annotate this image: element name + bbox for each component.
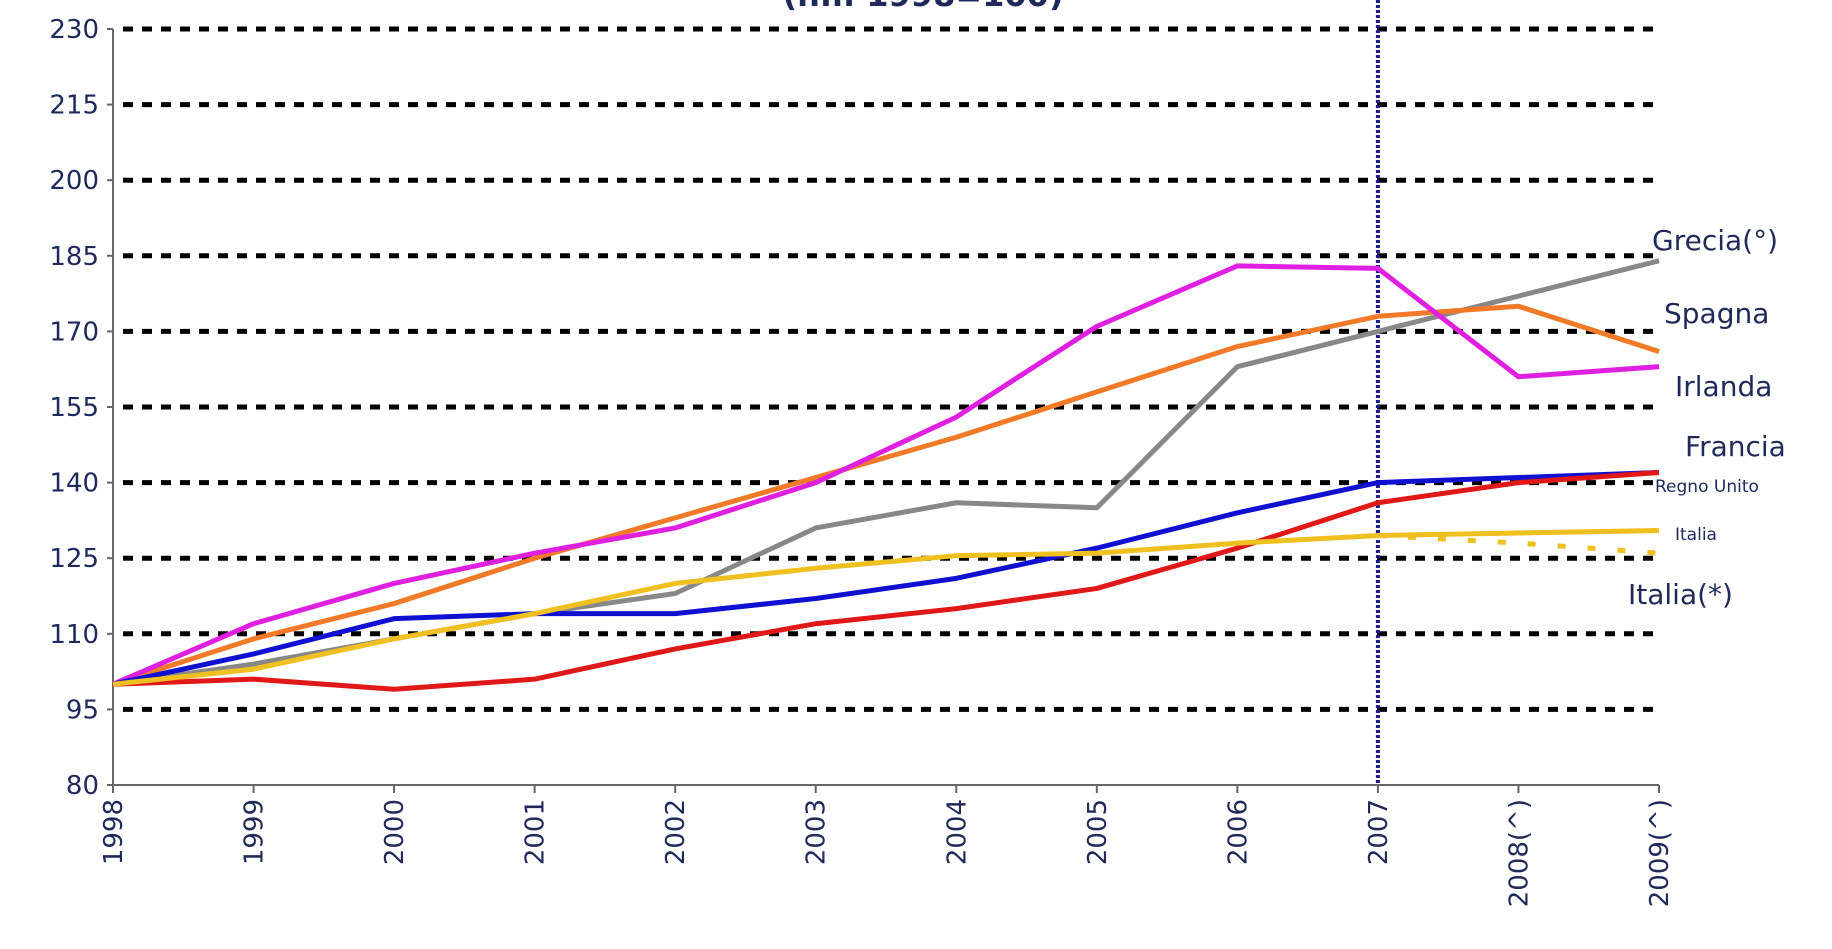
y-tick-label: 170: [49, 317, 99, 347]
x-tick-label: 2000: [380, 799, 410, 865]
y-tick-label: 230: [49, 15, 99, 45]
y-tick-label: 140: [49, 469, 99, 499]
y-tick-label: 185: [49, 242, 99, 272]
y-tick-label: 155: [49, 393, 99, 423]
x-tick-label: 2003: [802, 799, 832, 865]
x-tick-label: 2009(^): [1645, 799, 1675, 907]
series-line: [1377, 533, 1660, 556]
series-line: [112, 303, 1660, 687]
y-tick-label: 95: [66, 695, 99, 725]
series-line: [112, 470, 1660, 687]
series-line: [112, 527, 1660, 687]
series-label: Grecia(°): [1652, 224, 1778, 257]
series-label: Italia(*): [1628, 578, 1733, 611]
series-label: Italia: [1675, 525, 1717, 545]
y-tick-label: 215: [49, 91, 99, 121]
series-line: [112, 470, 1660, 692]
x-tick-label: 2002: [661, 799, 691, 865]
series-line: [112, 258, 1660, 687]
x-tick-label: 2004: [942, 799, 972, 865]
series-line: [112, 263, 1660, 687]
x-tick-label: 1999: [240, 799, 270, 865]
x-tick-label: 2006: [1223, 799, 1253, 865]
x-tick-label: 2001: [521, 799, 551, 865]
y-tick-label: 200: [49, 166, 99, 196]
series-label: Regno Unito: [1655, 477, 1759, 497]
y-tick-label: 110: [49, 620, 99, 650]
series-label: Francia: [1685, 430, 1786, 463]
x-tick-label: 1998: [99, 799, 129, 865]
chart-subtitle: (n.i. 1998=100): [782, 0, 1063, 14]
y-tick-label: 125: [49, 544, 99, 574]
y-tick-label: 80: [66, 771, 99, 801]
series-label: Irlanda: [1675, 370, 1772, 403]
x-tick-label: 2005: [1083, 799, 1113, 865]
x-tick-label: 2008(^): [1504, 799, 1534, 907]
x-tick-label: 2007: [1364, 799, 1394, 865]
series-label: Spagna: [1664, 297, 1769, 330]
